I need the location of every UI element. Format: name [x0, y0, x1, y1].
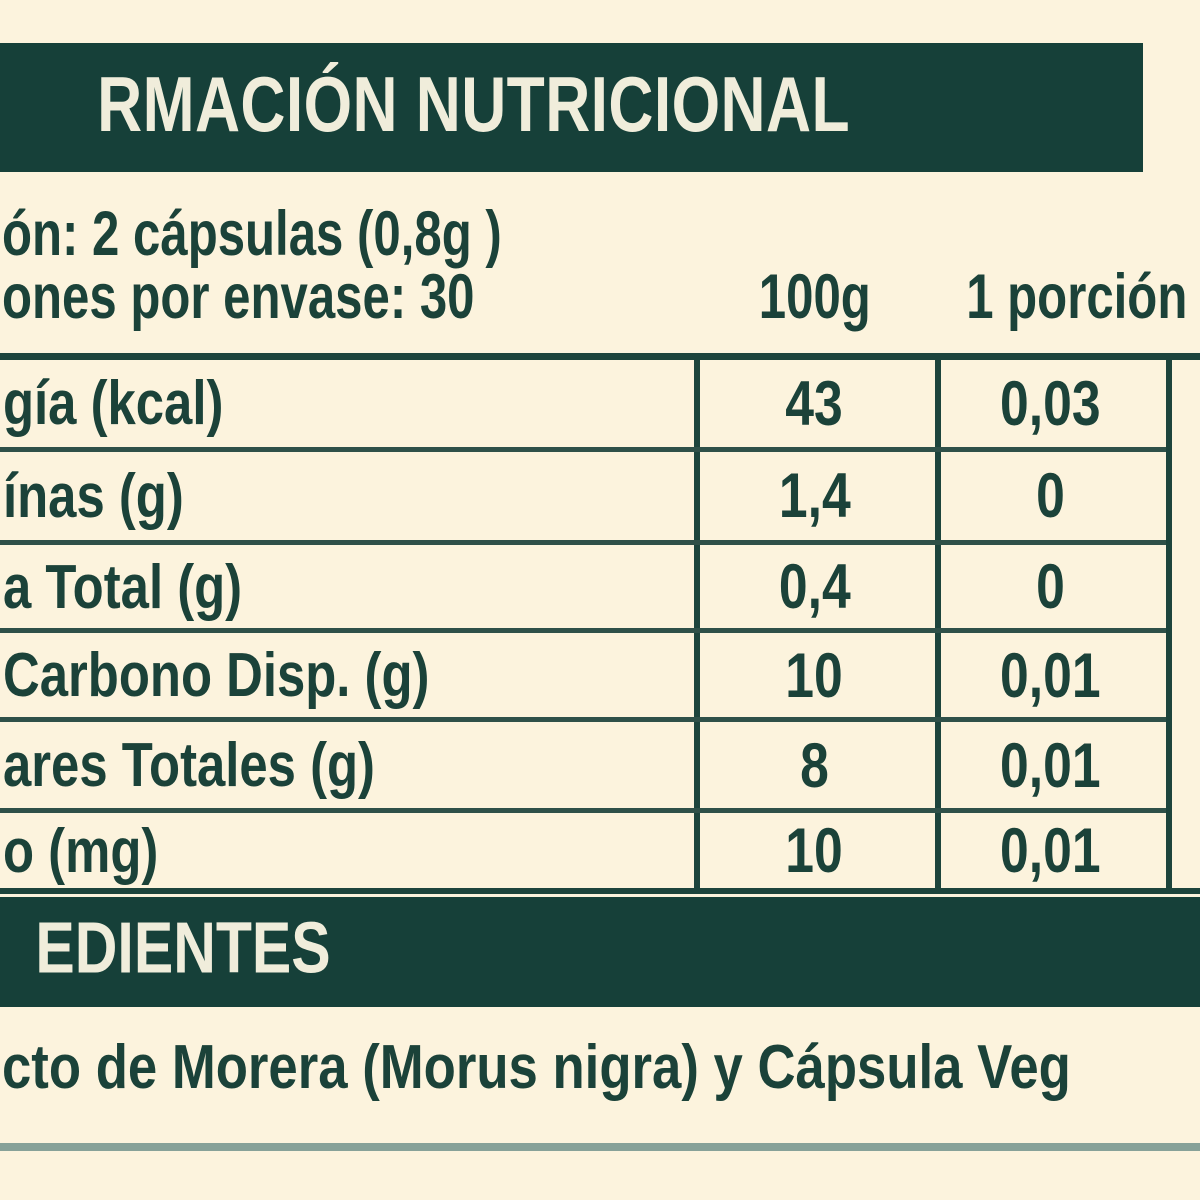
table-vertical-line-3: [1166, 353, 1172, 894]
info-header-bar: RMACIÓN NUTRICIONAL: [0, 43, 1143, 172]
table-bottom-border: [0, 888, 1200, 894]
table-top-border: [0, 353, 1200, 360]
row-separator: [0, 808, 1166, 813]
row-separator: [0, 717, 1166, 722]
value-per-100g: 43: [785, 368, 844, 439]
value-per-portion: 0,03: [1000, 368, 1101, 439]
row-separator: [0, 447, 1166, 452]
table-row-total-sugars: ares Totales (g) 8 0,01: [0, 723, 1166, 808]
row-separator: [0, 540, 1166, 545]
row-separator: [0, 628, 1166, 633]
ingredients-text: cto de Morera (Morus nigra) y Cápsula Ve…: [2, 1033, 1071, 1102]
value-per-100g: 10: [785, 816, 844, 886]
table-vertical-line-1: [694, 353, 700, 894]
bottom-divider: [0, 1143, 1200, 1151]
value-per-portion: 0: [1036, 461, 1065, 531]
column-header-100g: 100g: [758, 262, 871, 332]
value-per-portion: 0,01: [1000, 640, 1101, 711]
ingredients-title: EDIENTES: [35, 908, 331, 989]
table-row-carbohydrates: Carbono Disp. (g) 10 0,01: [0, 634, 1166, 717]
table-row-energy: gía (kcal) 43 0,03: [0, 360, 1166, 447]
value-per-portion: 0: [1036, 552, 1065, 622]
value-per-100g: 8: [800, 730, 829, 801]
table-vertical-line-2: [935, 353, 941, 894]
value-per-100g: 1,4: [778, 461, 851, 531]
value-per-100g: 10: [785, 640, 844, 711]
table-row-protein: ínas (g) 1,4 0: [0, 452, 1166, 540]
column-header-portion: 1 porción: [966, 262, 1188, 332]
value-per-portion: 0,01: [1000, 816, 1101, 886]
ingredients-header-bar: EDIENTES: [0, 897, 1200, 1007]
row-label: gía (kcal): [3, 369, 224, 438]
value-per-100g: 0,4: [778, 552, 851, 622]
info-header-title: RMACIÓN NUTRICIONAL: [97, 59, 850, 148]
row-label: o (mg): [3, 816, 159, 886]
table-row-sodium: o (mg) 10 0,01: [0, 814, 1166, 888]
servings-per-container-line: ones por envase: 30: [2, 262, 475, 332]
row-label: ares Totales (g): [3, 731, 375, 800]
table-row-total-fat: a Total (g) 0,4 0: [0, 546, 1166, 628]
value-per-portion: 0,01: [1000, 730, 1101, 801]
serving-size-line: ón: 2 cápsulas (0,8g ): [2, 199, 502, 269]
row-label: a Total (g): [3, 552, 243, 622]
row-label: ínas (g): [3, 461, 184, 531]
row-label: Carbono Disp. (g): [3, 641, 430, 710]
